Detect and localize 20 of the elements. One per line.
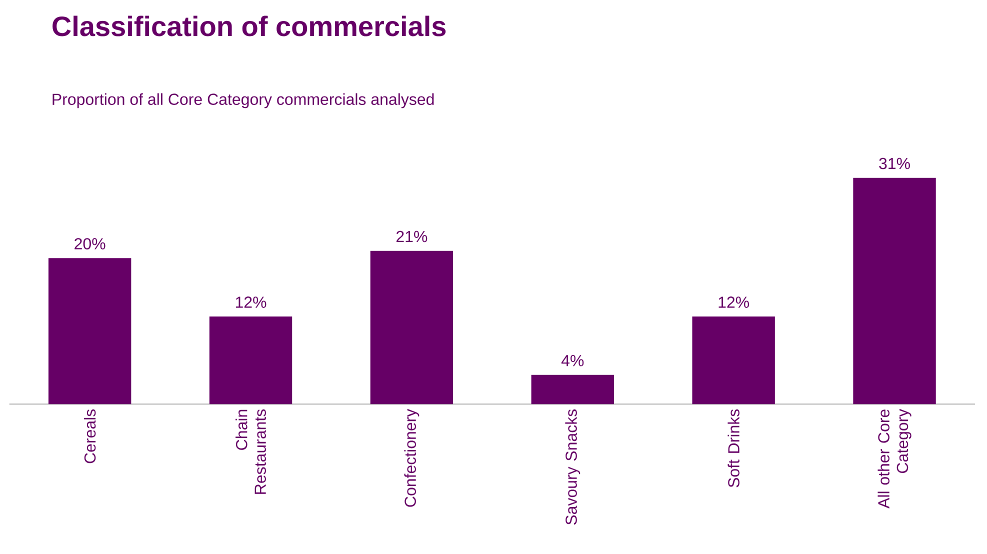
x-tick-label: Cereals xyxy=(84,409,96,464)
x-tick-label: Chain Restaurants xyxy=(236,409,266,494)
data-label: 4% xyxy=(561,354,584,366)
data-label: 12% xyxy=(236,296,266,308)
bar xyxy=(853,178,936,404)
x-tick-label: All other Core Category xyxy=(878,408,912,508)
x-tick-label: Confectionery xyxy=(404,408,420,507)
x-tick-label: Savoury Snacks xyxy=(565,409,580,525)
bar xyxy=(692,316,775,404)
x-tick-label: Soft Drinks xyxy=(728,409,740,488)
bar xyxy=(209,316,292,404)
bar xyxy=(370,250,454,404)
chart-title: Classification of commercials xyxy=(52,16,446,36)
data-label: 20% xyxy=(74,238,106,250)
data-label: 21% xyxy=(396,230,428,242)
data-label: 31% xyxy=(879,158,910,170)
chart-subtitle: Proportion of all Core Category commercials analysed xyxy=(52,93,434,108)
bar xyxy=(48,258,132,404)
bar xyxy=(531,374,614,404)
data-label: 12% xyxy=(718,296,750,308)
